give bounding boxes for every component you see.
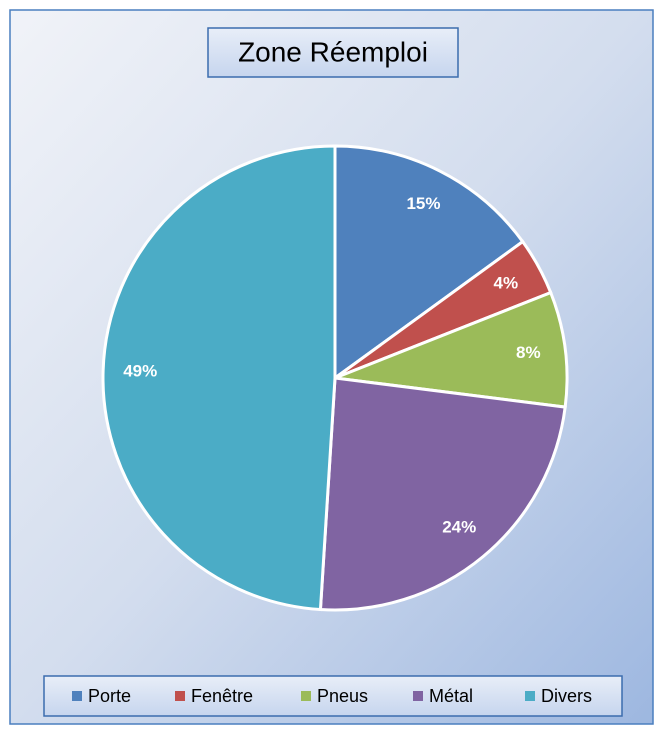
pie-slice — [334, 290, 569, 409]
legend-label: Porte — [88, 686, 131, 706]
pie-slice — [333, 144, 525, 381]
legend-marker — [413, 691, 423, 701]
legend-marker — [301, 691, 311, 701]
legend-marker — [525, 691, 535, 701]
chart-title: Zone Réemploi — [238, 36, 428, 67]
legend-label: Métal — [429, 686, 473, 706]
pie-slice — [318, 376, 567, 612]
data-label: 49% — [123, 361, 157, 380]
title-box — [207, 27, 459, 78]
data-label: 8% — [516, 343, 541, 362]
legend-label: Fenêtre — [191, 686, 253, 706]
legend-label: Divers — [541, 686, 592, 706]
data-label: 4% — [493, 274, 518, 293]
legend-marker — [175, 691, 185, 701]
pie-slice — [101, 144, 337, 612]
data-label: 15% — [406, 194, 440, 213]
data-label: 24% — [442, 518, 476, 537]
legend-label: Pneus — [317, 686, 368, 706]
legend-marker — [72, 691, 82, 701]
